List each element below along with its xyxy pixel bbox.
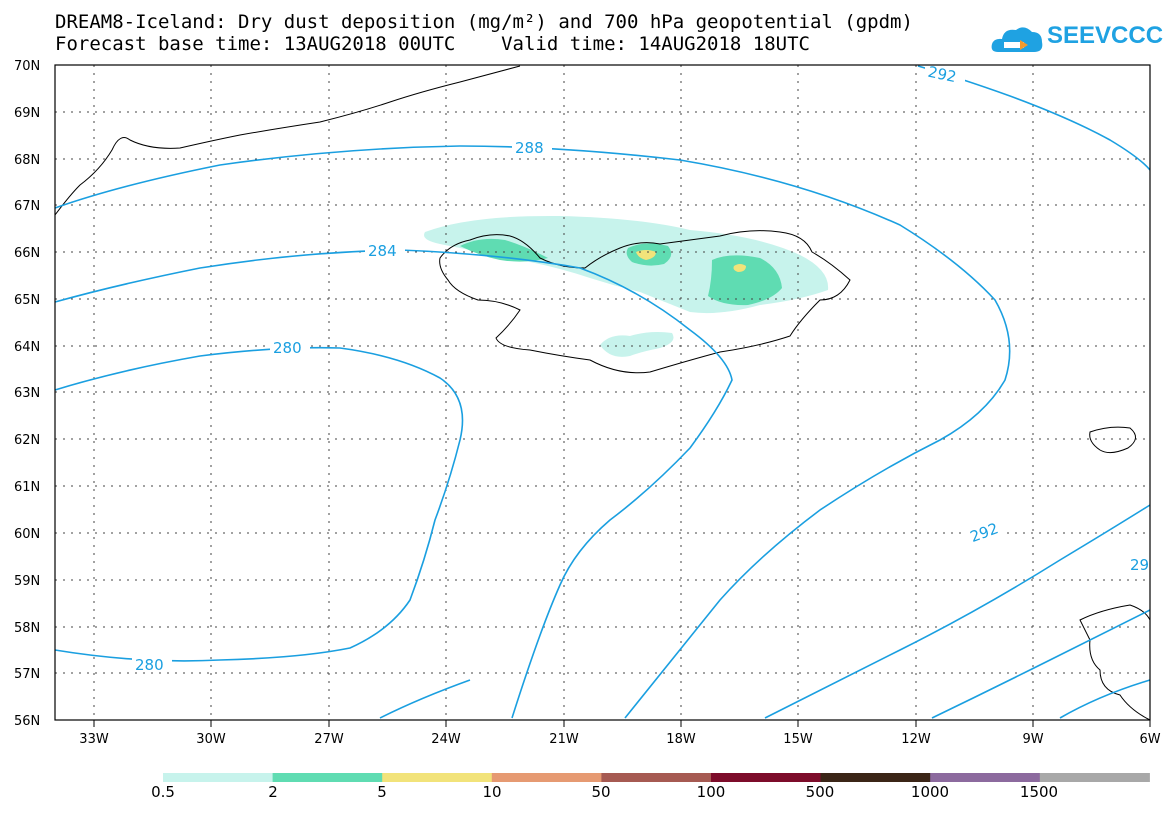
- colorbar-tick-label: 10: [482, 783, 502, 801]
- contour-labels: 292 288 284 280 280 292 29: [132, 63, 1152, 674]
- contour-292-south: [764, 504, 1151, 719]
- contour-280: [54, 346, 464, 662]
- contour-280-south: [379, 679, 471, 719]
- latitude-labels: 70N 69N 68N 67N 66N 65N 64N 63N 62N 61N …: [14, 59, 40, 729]
- chart-title: DREAM8-Iceland: Dry dust deposition (mg/…: [55, 11, 913, 33]
- cloud-logo-icon: [991, 27, 1043, 52]
- colorbar-swatch: [711, 773, 822, 782]
- colorbar-tick-label: 1000: [910, 783, 950, 801]
- colorbar-swatch: [1039, 773, 1150, 782]
- colorbar-swatch: [163, 773, 274, 782]
- lon-label: 18W: [666, 732, 696, 747]
- contour-label: 284: [368, 242, 397, 260]
- lon-label: 27W: [314, 732, 344, 747]
- lon-label: 9W: [1022, 732, 1043, 747]
- colorbar-swatch: [382, 773, 493, 782]
- lat-label: 59N: [14, 574, 40, 589]
- colorbar-swatch: [930, 773, 1041, 782]
- dust-shade-medium-east: [708, 255, 782, 306]
- dust-shade-yellow-east: [733, 264, 746, 272]
- lat-label: 68N: [14, 153, 40, 168]
- colorbar-swatch: [272, 773, 383, 782]
- longitude-labels: 33W 30W 27W 24W 21W 18W 15W 12W 9W 6W: [79, 732, 1160, 747]
- contour-284: [54, 249, 733, 719]
- map-frame: [54, 64, 1151, 721]
- gridlines: [55, 65, 1150, 720]
- lat-label: 67N: [14, 199, 40, 214]
- contour-east-lower: [1059, 679, 1151, 719]
- dust-deposition-field: [424, 215, 829, 357]
- lat-label: 56N: [14, 714, 40, 729]
- contour-29x-south: [931, 609, 1151, 719]
- lon-label: 30W: [196, 732, 226, 747]
- colorbar-tick-label: 2: [268, 783, 278, 801]
- colorbar-swatch: [491, 773, 602, 782]
- coastlines: [54, 65, 1151, 721]
- lon-label: 21W: [549, 732, 579, 747]
- lat-label: 64N: [14, 340, 40, 355]
- contour-label: 280: [273, 339, 302, 357]
- colorbar-swatch: [601, 773, 712, 782]
- greenland-coast: [54, 65, 521, 216]
- logo-text: SEEVCCC: [1047, 22, 1164, 49]
- lon-label: 33W: [79, 732, 109, 747]
- contour-label: 292: [926, 63, 958, 87]
- geopotential-contours: [54, 65, 1151, 719]
- colorbar-tick-label: 500: [805, 783, 835, 801]
- contour-288: [54, 145, 1011, 719]
- lat-label: 63N: [14, 386, 40, 401]
- lat-label: 62N: [14, 433, 40, 448]
- contour-label: 29: [1130, 556, 1149, 574]
- contour-label: 280: [135, 656, 164, 674]
- lat-label: 58N: [14, 621, 40, 636]
- axis-ticks: [93, 720, 1151, 727]
- lat-label: 69N: [14, 106, 40, 121]
- lat-label: 65N: [14, 293, 40, 308]
- colorbar-tick-label: 1500: [1019, 783, 1059, 801]
- lat-label: 57N: [14, 667, 40, 682]
- dust-shade-medium-west: [460, 238, 548, 262]
- colorbar-tick-label: 100: [696, 783, 726, 801]
- colorbar-tick-label: 0.5: [151, 783, 175, 801]
- dust-shade-light-south: [600, 332, 674, 357]
- lon-label: 15W: [783, 732, 813, 747]
- colorbar: [163, 773, 1150, 782]
- colorbar-tick-label: 5: [377, 783, 387, 801]
- lat-label: 60N: [14, 527, 40, 542]
- lon-label: 6W: [1139, 732, 1160, 747]
- lat-label: 61N: [14, 480, 40, 495]
- colorbar-tick-label: 50: [591, 783, 611, 801]
- lat-label: 66N: [14, 246, 40, 261]
- colorbar-swatch: [820, 773, 931, 782]
- lon-label: 12W: [901, 732, 931, 747]
- contour-label: 288: [515, 139, 544, 157]
- faroe-coast: [1089, 426, 1136, 454]
- lat-label: 70N: [14, 59, 40, 74]
- lon-label: 24W: [431, 732, 461, 747]
- chart-subtitle: Forecast base time: 13AUG2018 00UTC Vali…: [55, 33, 810, 55]
